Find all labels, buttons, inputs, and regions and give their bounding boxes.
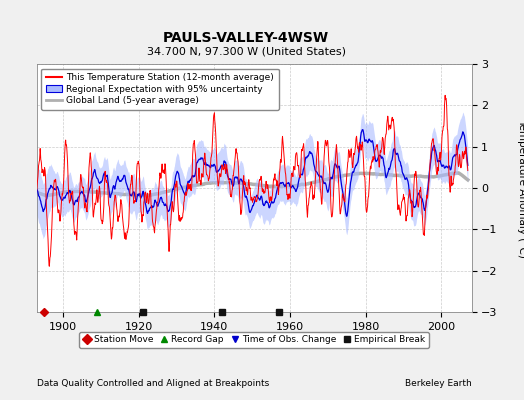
Y-axis label: Temperature Anomaly (°C): Temperature Anomaly (°C) bbox=[517, 118, 524, 258]
Legend: Station Move, Record Gap, Time of Obs. Change, Empirical Break: Station Move, Record Gap, Time of Obs. C… bbox=[79, 332, 429, 348]
Text: Data Quality Controlled and Aligned at Breakpoints: Data Quality Controlled and Aligned at B… bbox=[37, 379, 269, 388]
Text: Berkeley Earth: Berkeley Earth bbox=[405, 379, 472, 388]
Text: 34.700 N, 97.300 W (United States): 34.700 N, 97.300 W (United States) bbox=[147, 47, 346, 57]
Text: PAULS-VALLEY-4WSW: PAULS-VALLEY-4WSW bbox=[163, 31, 330, 45]
Legend: This Temperature Station (12-month average), Regional Expectation with 95% uncer: This Temperature Station (12-month avera… bbox=[41, 68, 279, 110]
